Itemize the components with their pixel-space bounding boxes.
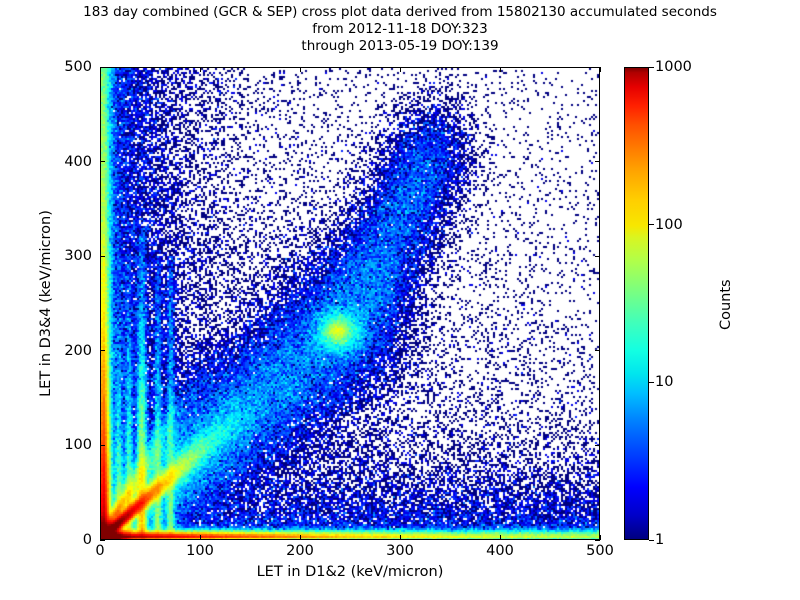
colorbar[interactable] (624, 67, 649, 540)
y-tick-right-300 (595, 255, 600, 257)
colorbar-tick-1000 (649, 66, 654, 68)
x-tick-top-0 (99, 67, 101, 72)
x-tick-400 (499, 535, 501, 540)
title-line-2: from 2012-11-18 DOY:323 (312, 21, 488, 37)
x-tick-top-400 (499, 67, 501, 72)
colorbar-gradient (624, 67, 649, 540)
y-tick-right-400 (595, 161, 600, 163)
colorbar-tick-1 (649, 539, 654, 541)
y-tick-200 (100, 350, 105, 352)
x-tick-label-100: 100 (186, 543, 214, 559)
x-tick-label-0: 0 (95, 543, 105, 559)
y-tick-label-200: 200 (64, 342, 92, 359)
x-axis-label: LET in D1&2 (keV/micron) (256, 564, 444, 580)
x-tick-label-300: 300 (386, 543, 414, 559)
x-tick-label-200: 200 (286, 543, 314, 559)
colorbar-tick-label-1: 1 (655, 532, 665, 548)
x-tick-300 (399, 535, 401, 540)
x-tick-100 (199, 535, 201, 540)
y-tick-0 (100, 539, 105, 541)
colorbar-tick-10 (649, 381, 654, 383)
y-tick-label-400: 400 (64, 153, 92, 170)
x-tick-200 (299, 535, 301, 540)
y-tick-label-500: 500 (64, 59, 92, 75)
y-tick-label-0: 0 (82, 532, 92, 548)
x-tick-label-400: 400 (486, 543, 514, 559)
y-tick-right-500 (595, 66, 600, 68)
y-tick-300 (100, 255, 105, 257)
x-tick-label-500: 500 (586, 543, 614, 559)
colorbar-tick-100 (649, 224, 654, 226)
title-line-1: 183 day combined (GCR & SEP) cross plot … (83, 4, 717, 20)
y-tick-500 (100, 66, 105, 68)
x-tick-0 (99, 535, 101, 540)
colorbar-tick-label-1000: 1000 (655, 59, 692, 75)
scatter-density-plot (101, 68, 599, 539)
x-tick-top-300 (399, 67, 401, 72)
y-tick-label-100: 100 (64, 437, 92, 454)
chart-title: 183 day combined (GCR & SEP) cross plot … (0, 4, 800, 55)
x-tick-top-500 (599, 67, 601, 72)
y-tick-right-0 (595, 539, 600, 541)
title-line-3: through 2013-05-19 DOY:139 (301, 38, 499, 54)
colorbar-title: Counts (718, 279, 734, 330)
y-tick-right-200 (595, 350, 600, 352)
y-tick-100 (100, 444, 105, 446)
y-axis-label: LET in D3&4 (keV/micron) (38, 210, 54, 397)
x-tick-top-100 (199, 67, 201, 72)
x-tick-top-200 (299, 67, 301, 72)
y-tick-400 (100, 161, 105, 163)
y-tick-label-300: 300 (64, 248, 92, 265)
plot-area[interactable] (100, 67, 600, 540)
colorbar-tick-label-100: 100 (655, 216, 683, 233)
colorbar-tick-label-10: 10 (655, 374, 674, 391)
y-tick-right-100 (595, 444, 600, 446)
x-tick-500 (599, 535, 601, 540)
